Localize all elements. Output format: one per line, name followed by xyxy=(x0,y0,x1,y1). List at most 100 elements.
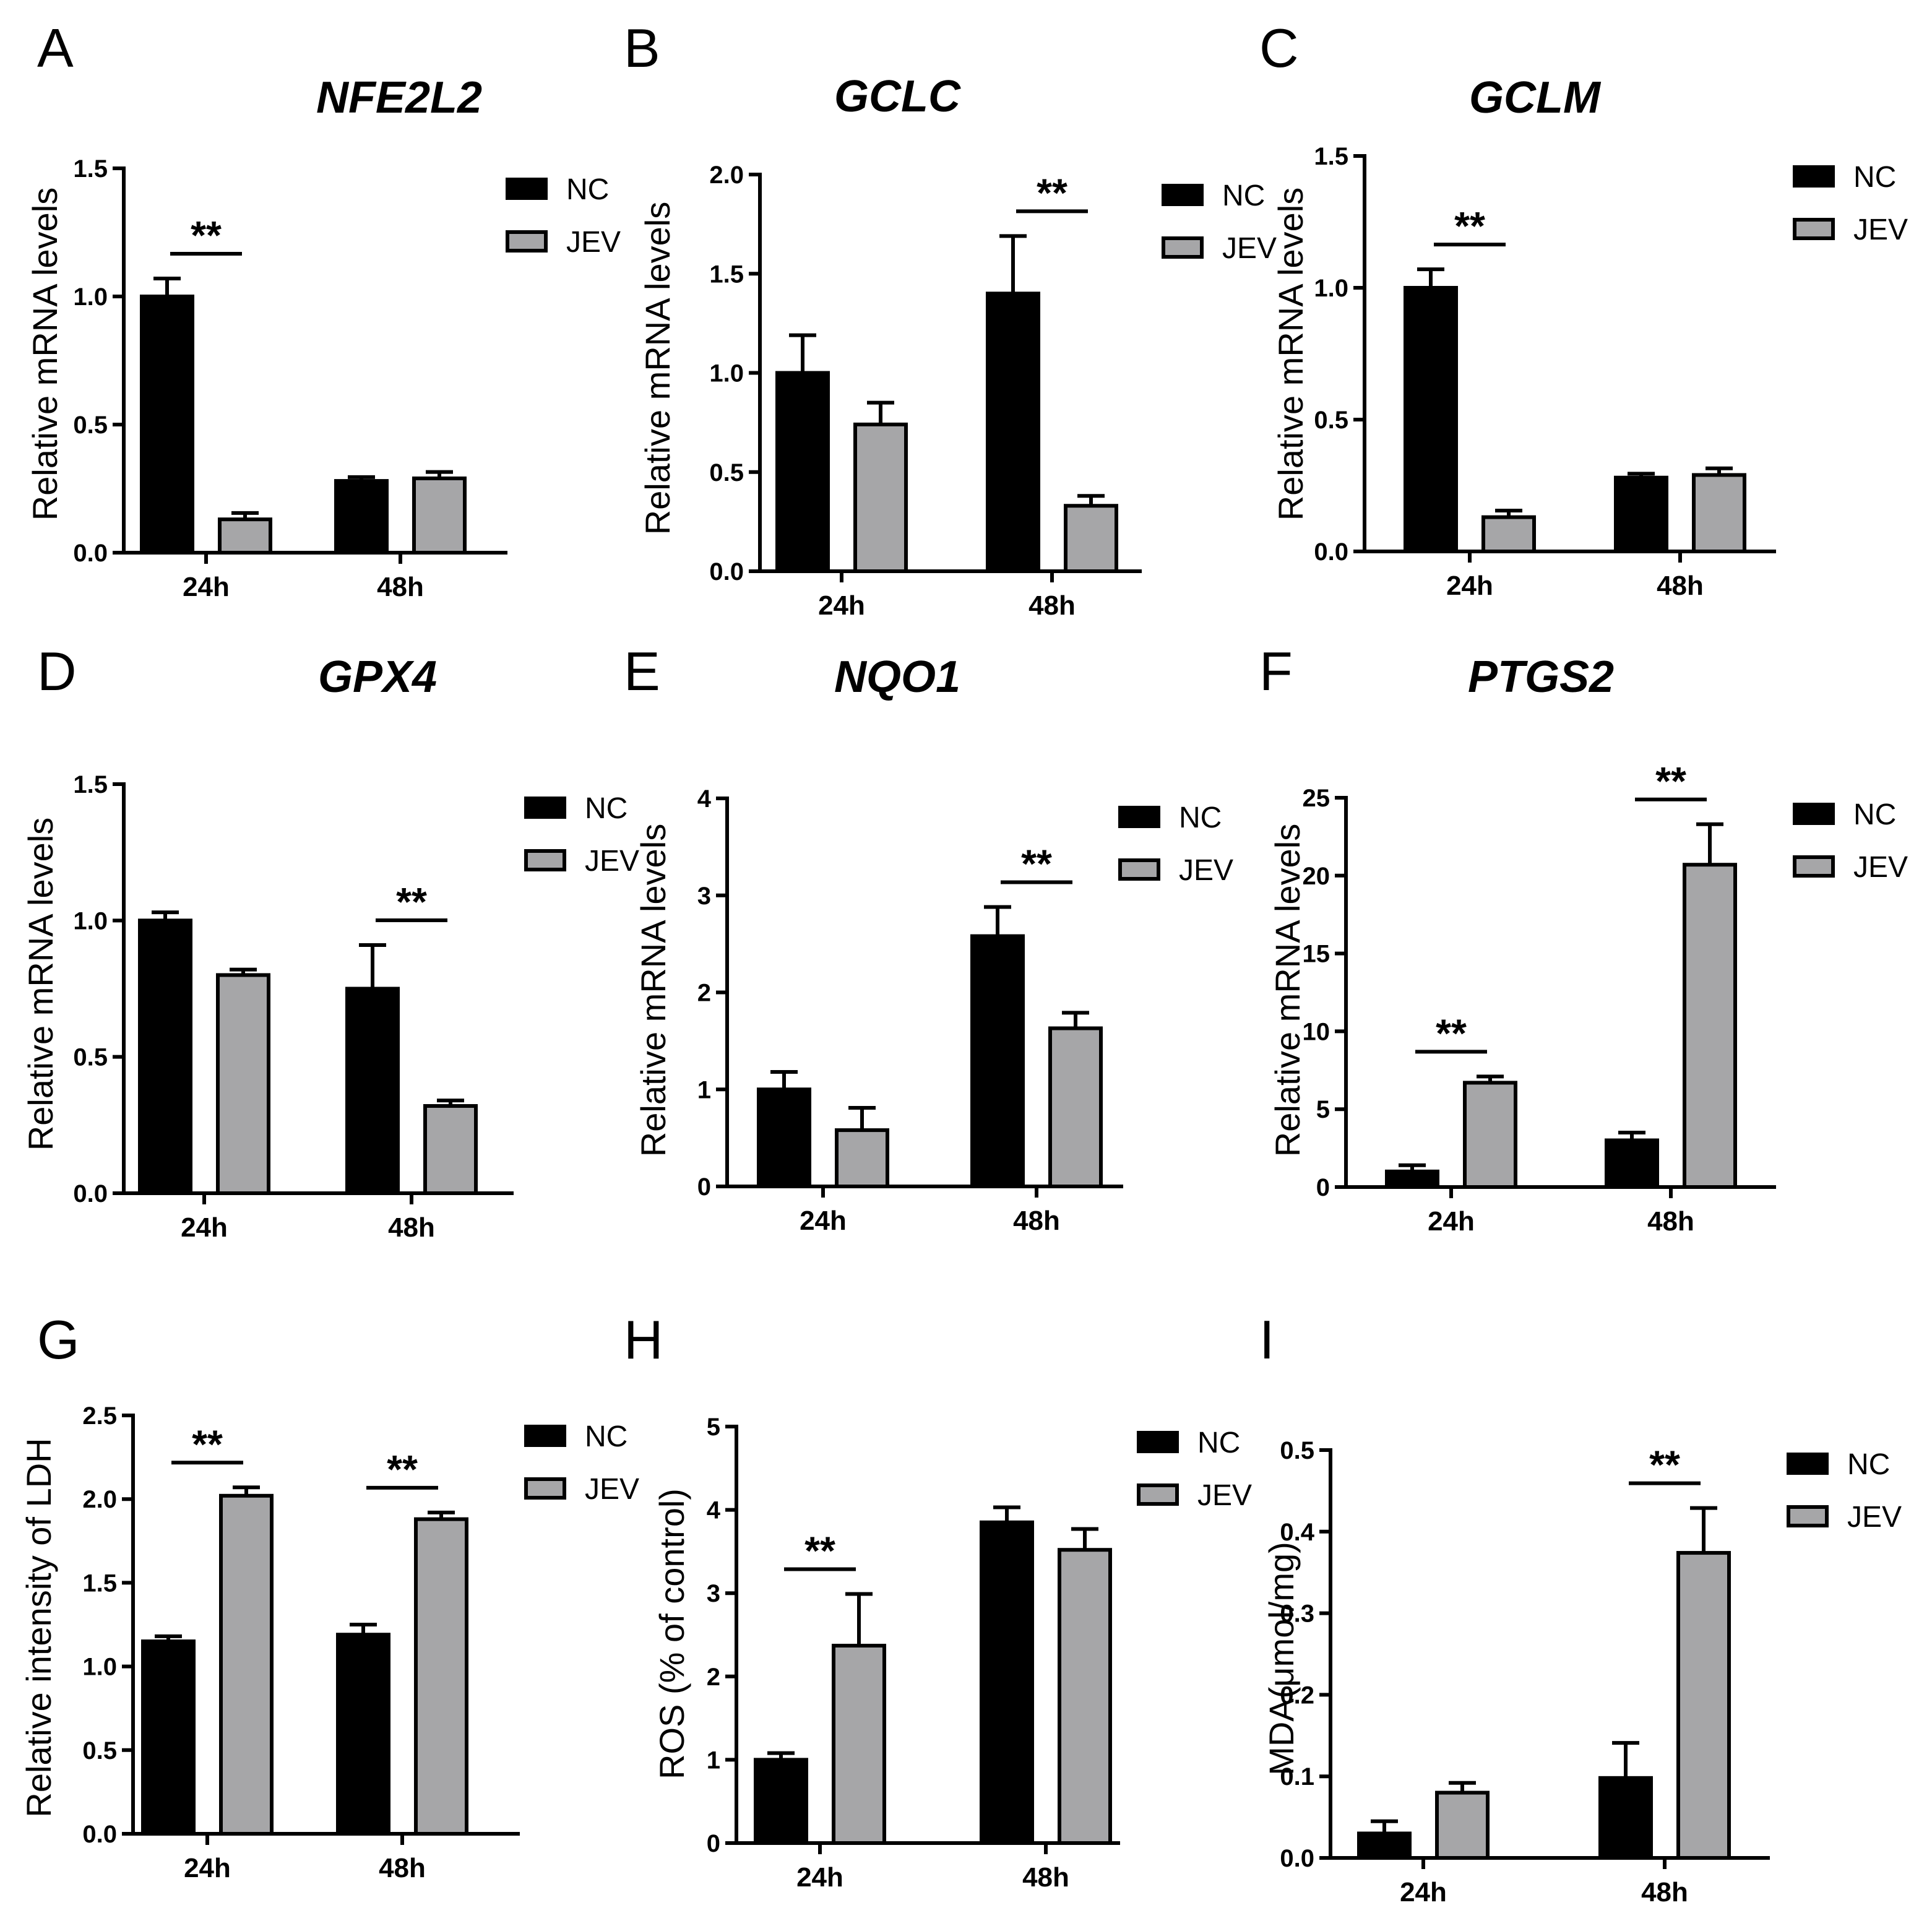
y-tick-label: 4 xyxy=(707,1497,721,1524)
legend-swatch-jev xyxy=(1793,218,1835,240)
panel-letter: F xyxy=(1259,641,1293,702)
bar-nc-48h xyxy=(336,1633,390,1836)
panel-a: A NFE2L2 Relative mRNA levels 0.0 0.5 1.0 1.5 2… xyxy=(25,17,621,602)
y-tick-label: 2 xyxy=(697,980,711,1007)
legend-swatch-nc xyxy=(1793,803,1835,825)
panel-b: B GCLC Relative mRNA levels 0.0 0.5 1.0 1.5 2.0… xyxy=(624,17,1277,621)
bar-nc-48h xyxy=(986,291,1040,573)
legend-swatch-nc xyxy=(506,178,548,200)
y-tick-label: 0.4 xyxy=(1280,1519,1314,1546)
bar-nc-24h xyxy=(775,371,830,573)
significance-label: ** xyxy=(1037,170,1067,215)
x-tick-label: 48h xyxy=(379,1853,426,1883)
chart-title: PTGS2 xyxy=(1468,652,1614,702)
legend-swatch-jev xyxy=(506,230,548,253)
bar-jev-24h xyxy=(216,973,270,1195)
y-tick-label: 1 xyxy=(707,1747,720,1774)
bar-jev-48h xyxy=(1048,1026,1103,1189)
legend-label-jev: JEV xyxy=(1197,1479,1252,1512)
bar-jev-24h xyxy=(1435,1790,1490,1860)
significance-label: ** xyxy=(1649,1443,1680,1487)
legend-label-nc: NC xyxy=(566,173,609,206)
bar-jev-48h xyxy=(1692,473,1746,554)
bar-jev-24h xyxy=(853,422,908,574)
y-tick-label: 4 xyxy=(697,785,712,813)
legend-swatch-nc xyxy=(1787,1453,1829,1475)
panel-letter: G xyxy=(37,1309,79,1370)
bar-nc-24h xyxy=(757,1087,811,1188)
legend-label-jev: JEV xyxy=(566,226,621,259)
y-tick-label: 0.5 xyxy=(1314,407,1348,434)
y-tick-label: 5 xyxy=(707,1414,720,1441)
panel-letter: H xyxy=(624,1309,663,1370)
y-tick-label: 0.5 xyxy=(73,412,108,439)
y-tick-label: 1 xyxy=(697,1076,711,1103)
y-tick-label: 0.5 xyxy=(1280,1437,1314,1464)
y-axis-label: Relative mRNA levels xyxy=(1268,824,1307,1157)
x-tick-label: 24h xyxy=(1446,571,1493,601)
y-tick-label: 5 xyxy=(1316,1096,1330,1123)
bar-nc-24h xyxy=(140,295,194,555)
chart-title: NFE2L2 xyxy=(316,73,482,123)
y-tick-label: 1.5 xyxy=(709,261,744,288)
legend-swatch-jev xyxy=(1137,1483,1179,1506)
panel-g: G Relative intensity of LDH 0.0 0.5 1.0 1.5 2.… xyxy=(19,1309,639,1883)
bar-jev-24h xyxy=(219,1493,274,1836)
y-tick-label: 1.0 xyxy=(73,283,108,311)
x-tick-label: 48h xyxy=(388,1212,435,1243)
y-tick-label: 2.5 xyxy=(82,1402,117,1430)
y-tick-label: 1.5 xyxy=(73,155,108,183)
panel-e: E NQO1 Relative mRNA levels 0 1 2 3 4 24h 48h ** NC… xyxy=(624,641,1233,1236)
legend-swatch-nc xyxy=(1162,184,1204,206)
legend-label-nc: NC xyxy=(1853,798,1896,831)
legend-swatch-jev xyxy=(524,1477,566,1500)
bar-nc-24h xyxy=(754,1758,808,1845)
y-axis-label: ROS (% of control) xyxy=(652,1488,691,1779)
y-tick-label: 0.2 xyxy=(1280,1682,1314,1709)
significance-label: ** xyxy=(1454,204,1485,248)
legend-swatch-nc xyxy=(1137,1431,1179,1453)
legend-swatch-jev xyxy=(524,849,566,871)
significance-label: ** xyxy=(1436,1011,1467,1055)
legend-label-nc: NC xyxy=(1853,161,1896,194)
legend-swatch-nc xyxy=(524,797,566,819)
panel-letter: B xyxy=(624,17,660,79)
x-tick-label: 48h xyxy=(1657,571,1704,601)
y-axis-label: MDA(μmol/mg) xyxy=(1262,1542,1301,1776)
legend-label-nc: NC xyxy=(585,792,627,825)
y-tick-label: 0 xyxy=(1316,1174,1330,1201)
bar-jev-48h xyxy=(423,1103,478,1196)
x-tick-label: 24h xyxy=(796,1862,843,1893)
y-tick-label: 1.0 xyxy=(82,1654,117,1681)
bar-jev-48h xyxy=(1683,863,1737,1189)
y-tick-label: 1.0 xyxy=(73,907,108,935)
bar-nc-24h xyxy=(1385,1169,1439,1189)
x-tick-label: 48h xyxy=(377,572,424,602)
legend-label-nc: NC xyxy=(1847,1448,1890,1481)
bar-jev-48h xyxy=(1676,1551,1731,1860)
bar-nc-48h xyxy=(345,987,400,1195)
bar-jev-24h xyxy=(835,1128,889,1188)
panel-h: H ROS (% of control) 0 1 2 3 4 5 24h 48h ** NC JEV xyxy=(624,1309,1252,1893)
y-axis-label: Relative mRNA levels xyxy=(1271,188,1310,520)
y-tick-label: 0.5 xyxy=(82,1737,117,1764)
panel-letter: D xyxy=(37,641,77,702)
significance-label: ** xyxy=(192,1422,223,1466)
bar-nc-48h xyxy=(334,479,389,555)
legend-swatch-nc xyxy=(1793,165,1835,188)
legend-swatch-jev xyxy=(1793,855,1835,878)
panel-letter: E xyxy=(624,641,660,702)
y-tick-label: 2.0 xyxy=(82,1486,117,1513)
bar-nc-48h xyxy=(980,1520,1034,1846)
y-tick-label: 0.1 xyxy=(1280,1763,1314,1790)
y-tick-label: 1.5 xyxy=(73,771,108,798)
y-tick-label: 0.0 xyxy=(82,1821,117,1848)
chart-title: GCLC xyxy=(834,72,961,121)
bar-nc-48h xyxy=(970,934,1025,1188)
y-tick-label: 2 xyxy=(707,1664,720,1691)
x-tick-label: 24h xyxy=(818,590,865,621)
y-tick-label: 0.0 xyxy=(1280,1845,1314,1872)
legend-swatch-jev xyxy=(1118,858,1160,881)
legend-label-nc: NC xyxy=(1179,801,1222,834)
